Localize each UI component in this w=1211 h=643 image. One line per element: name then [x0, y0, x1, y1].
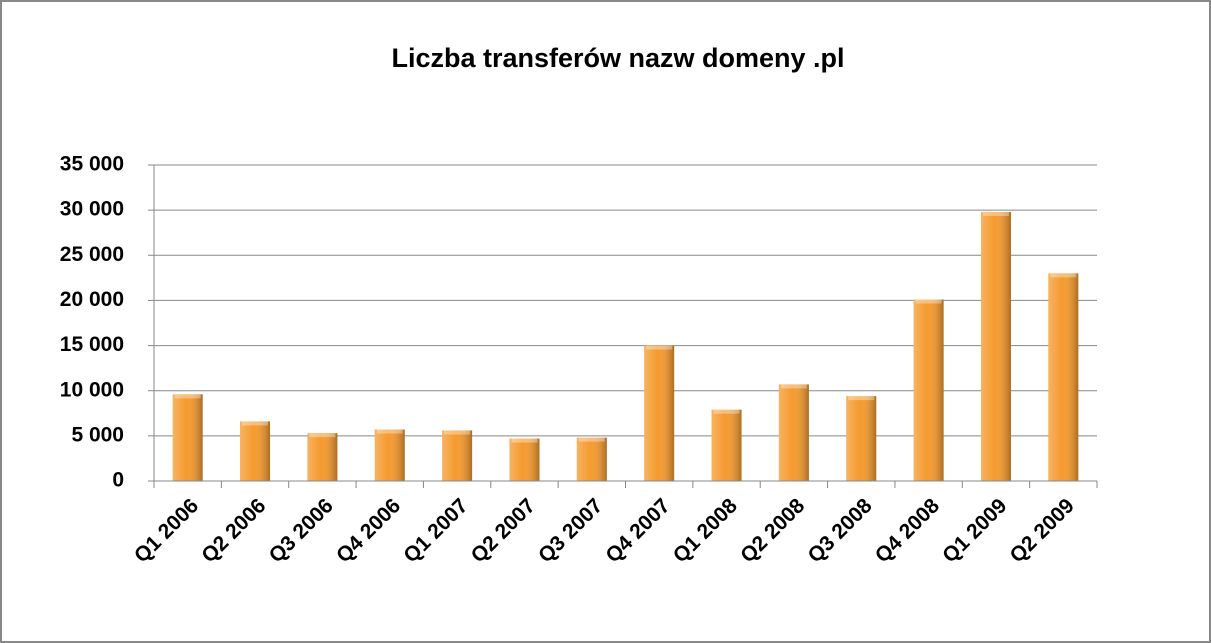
bar-shade: [980, 211, 1011, 481]
bar-cap: [646, 345, 673, 350]
bar-shade: [509, 438, 540, 481]
bar-shade: [913, 299, 944, 481]
bar-cap: [713, 409, 740, 414]
chart-title: Liczba transferów nazw domeny .pl: [391, 43, 844, 73]
bar-cap: [1050, 273, 1077, 278]
y-tick-label: 30 000: [60, 198, 124, 221]
bar-shade: [778, 384, 809, 481]
bar-cap: [982, 211, 1009, 216]
bar-shade: [644, 345, 675, 481]
y-tick-label: 5 000: [71, 423, 124, 446]
bar-cap: [242, 421, 269, 426]
bar-cap: [915, 299, 942, 304]
y-tick-label: 35 000: [60, 153, 124, 176]
bar-cap: [780, 384, 807, 389]
y-tick-label: 10 000: [60, 378, 124, 401]
bar-shade: [846, 396, 877, 481]
bar-cap: [309, 433, 336, 438]
bar-shade: [172, 394, 203, 481]
y-tick-label: 0: [112, 469, 124, 492]
bar-shade: [1048, 273, 1079, 481]
bar-shade: [374, 429, 405, 481]
y-tick-label: 15 000: [60, 333, 124, 356]
bar-shade: [442, 430, 473, 481]
bar-cap: [444, 430, 471, 435]
bar-cap: [174, 394, 201, 399]
bar-cap: [376, 429, 403, 434]
bar-shade: [240, 421, 271, 481]
bar-cap: [848, 396, 875, 401]
bar-cap: [511, 438, 538, 443]
y-tick-label: 20 000: [60, 288, 124, 311]
bar-shade: [576, 437, 607, 481]
bar-shade: [711, 409, 742, 481]
y-tick-label: 25 000: [60, 243, 124, 266]
bar-cap: [578, 437, 605, 442]
bar-shade: [307, 433, 338, 481]
